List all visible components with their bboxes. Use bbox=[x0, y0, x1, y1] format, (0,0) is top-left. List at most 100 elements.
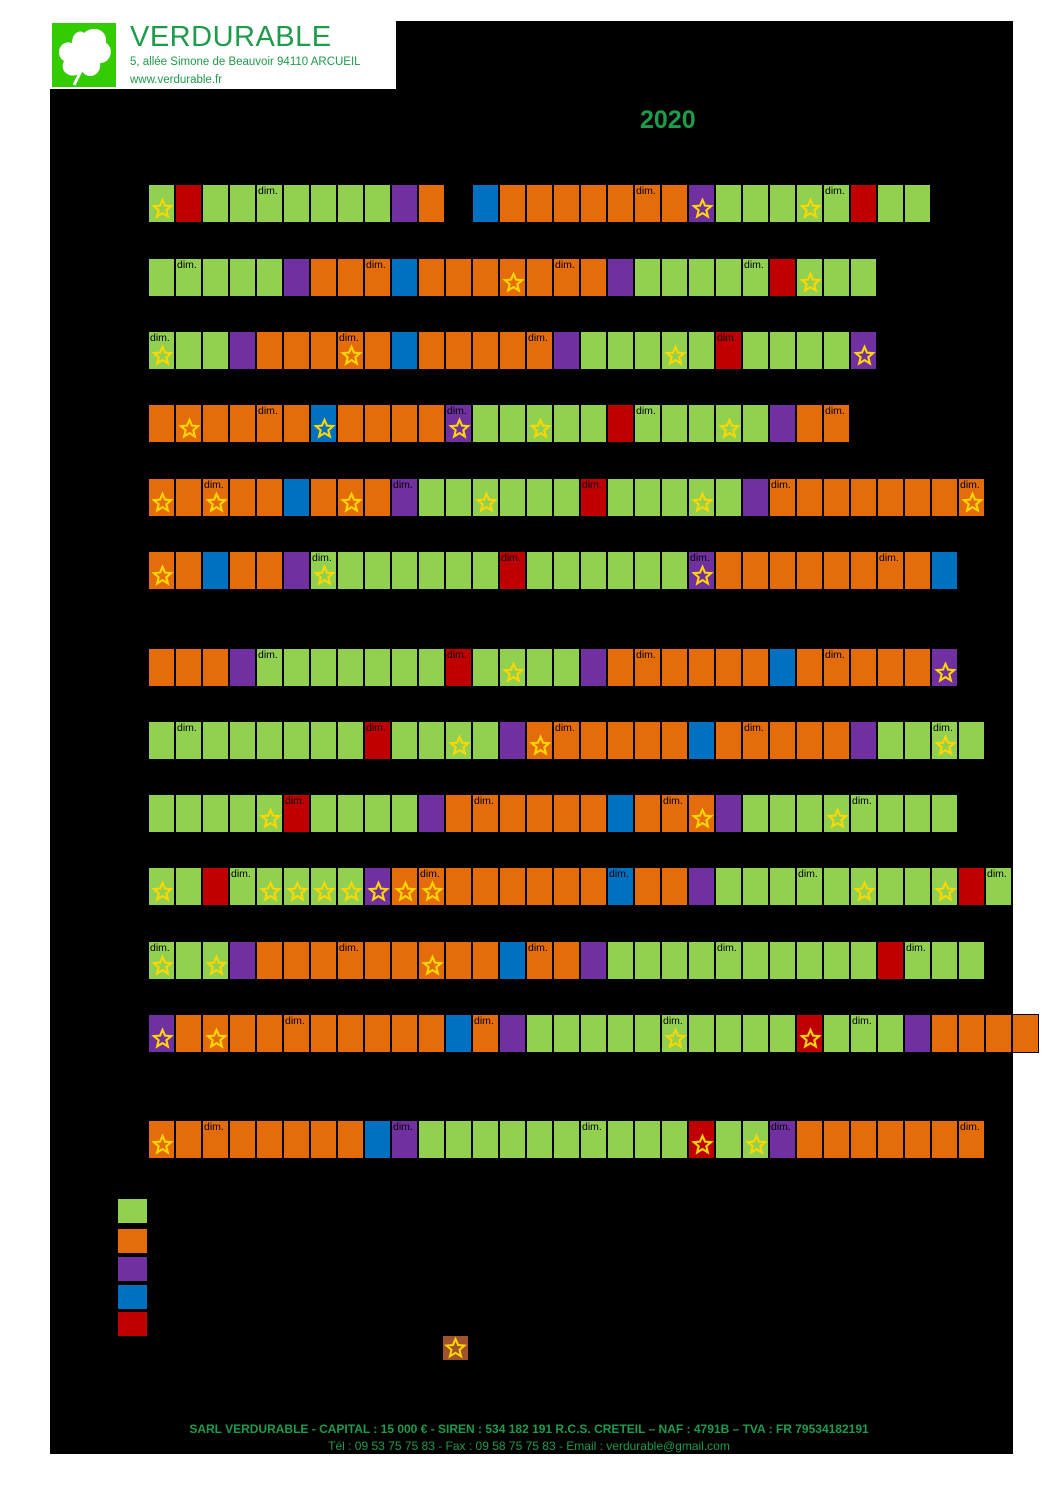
day-cell: dim. bbox=[499, 551, 526, 590]
day-cell bbox=[607, 331, 634, 370]
day-cell bbox=[958, 721, 985, 760]
day-cell bbox=[256, 331, 283, 370]
company-logo-block: VERDURABLE 5, allée Simone de Beauvoir 9… bbox=[50, 21, 396, 89]
day-cell bbox=[418, 184, 445, 223]
day-cell bbox=[526, 478, 553, 517]
legend-color-swatch bbox=[117, 1228, 148, 1254]
day-cell bbox=[499, 404, 526, 443]
day-cell bbox=[229, 404, 256, 443]
day-cell bbox=[580, 721, 607, 760]
day-cell bbox=[742, 648, 769, 687]
day-cell: dim. bbox=[580, 478, 607, 517]
day-cell bbox=[553, 1014, 580, 1053]
day-cell bbox=[526, 404, 553, 443]
day-cell bbox=[364, 941, 391, 980]
day-cell bbox=[850, 648, 877, 687]
star-icon bbox=[286, 880, 309, 902]
day-cell bbox=[715, 404, 742, 443]
day-cell bbox=[202, 794, 229, 833]
day-cell bbox=[958, 867, 985, 906]
day-cell bbox=[769, 941, 796, 980]
star-icon bbox=[178, 417, 201, 439]
day-cell bbox=[553, 331, 580, 370]
sunday-label: dim. bbox=[636, 185, 656, 197]
day-cell bbox=[337, 648, 364, 687]
sunday-label: dim. bbox=[852, 795, 872, 807]
day-cell bbox=[472, 721, 499, 760]
star-icon bbox=[151, 880, 174, 902]
day-cell bbox=[337, 721, 364, 760]
day-cell bbox=[418, 258, 445, 297]
day-cell bbox=[445, 551, 472, 590]
day-cell bbox=[337, 1014, 364, 1053]
day-cell bbox=[580, 258, 607, 297]
day-cell bbox=[1012, 1014, 1039, 1053]
star-icon bbox=[394, 880, 417, 902]
star-icon bbox=[799, 1027, 822, 1049]
day-cell bbox=[823, 1014, 850, 1053]
day-cell bbox=[472, 478, 499, 517]
sunday-label: dim. bbox=[555, 722, 575, 734]
company-name: VERDURABLE bbox=[130, 21, 332, 53]
day-cell: dim. bbox=[553, 258, 580, 297]
day-cell bbox=[931, 648, 958, 687]
sunday-label: dim. bbox=[663, 1015, 683, 1027]
day-cell bbox=[742, 1120, 769, 1159]
day-cell: dim. bbox=[391, 1120, 418, 1159]
day-cell bbox=[769, 794, 796, 833]
day-cell bbox=[688, 867, 715, 906]
day-cell bbox=[283, 184, 310, 223]
day-cell: dim. bbox=[310, 551, 337, 590]
day-cell bbox=[310, 1120, 337, 1159]
day-cell: dim. bbox=[229, 867, 256, 906]
day-cell bbox=[607, 941, 634, 980]
day-cell bbox=[391, 941, 418, 980]
day-cell bbox=[391, 794, 418, 833]
day-cell bbox=[256, 721, 283, 760]
sunday-label: dim. bbox=[852, 1015, 872, 1027]
day-cell bbox=[688, 258, 715, 297]
day-cell bbox=[202, 404, 229, 443]
sunday-label: dim. bbox=[825, 185, 845, 197]
day-cell bbox=[310, 867, 337, 906]
day-cell: dim. bbox=[337, 941, 364, 980]
sunday-label: dim. bbox=[366, 259, 386, 271]
day-cell bbox=[985, 1014, 1012, 1053]
sunday-label: dim. bbox=[528, 332, 548, 344]
day-cell bbox=[418, 1014, 445, 1053]
sunday-label: dim. bbox=[636, 649, 656, 661]
day-cell bbox=[796, 941, 823, 980]
day-cell bbox=[769, 258, 796, 297]
day-cell bbox=[337, 184, 364, 223]
sunday-label: dim. bbox=[555, 259, 575, 271]
star-icon bbox=[444, 1336, 467, 1359]
day-cell bbox=[931, 478, 958, 517]
day-cell bbox=[634, 331, 661, 370]
sunday-label: dim. bbox=[339, 942, 359, 954]
leaf-logo-icon bbox=[52, 23, 116, 87]
day-cell bbox=[931, 794, 958, 833]
sunday-label: dim. bbox=[960, 1121, 980, 1133]
day-cell bbox=[661, 331, 688, 370]
day-cell bbox=[796, 331, 823, 370]
star-icon bbox=[313, 564, 336, 586]
day-cell bbox=[688, 648, 715, 687]
sunday-label: dim. bbox=[798, 868, 818, 880]
day-cell bbox=[445, 478, 472, 517]
day-cell bbox=[580, 867, 607, 906]
day-cell bbox=[364, 184, 391, 223]
day-cell bbox=[175, 331, 202, 370]
company-website: www.verdurable.fr bbox=[130, 74, 223, 86]
day-cell bbox=[526, 1014, 553, 1053]
legend-color-swatch bbox=[117, 1311, 148, 1337]
day-cell: dim. bbox=[175, 721, 202, 760]
day-cell bbox=[688, 331, 715, 370]
day-cell bbox=[418, 721, 445, 760]
day-cell bbox=[283, 404, 310, 443]
day-cell bbox=[445, 867, 472, 906]
day-cell: dim. bbox=[634, 404, 661, 443]
day-cell: dim. bbox=[796, 867, 823, 906]
day-cell bbox=[742, 478, 769, 517]
day-cell bbox=[337, 867, 364, 906]
day-cell bbox=[607, 648, 634, 687]
